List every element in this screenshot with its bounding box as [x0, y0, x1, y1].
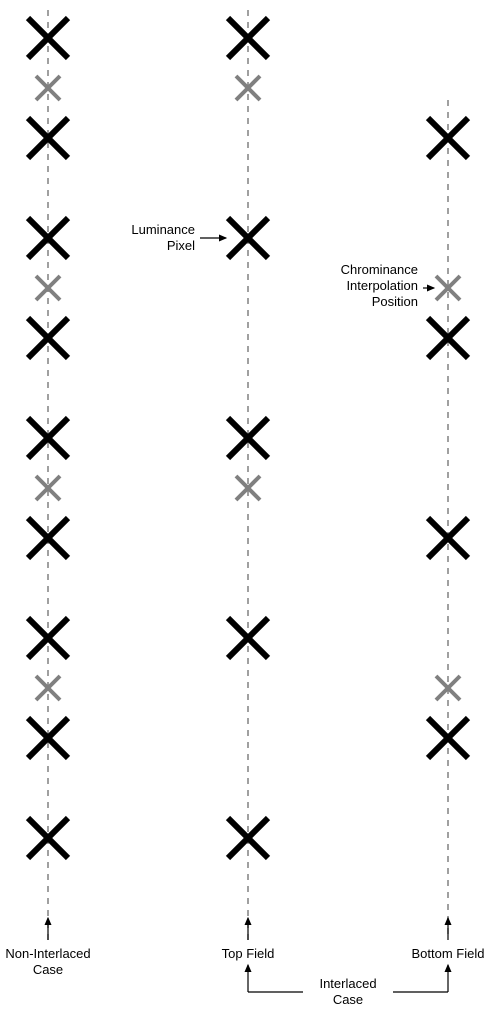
luminance-label: Pixel	[167, 238, 195, 253]
chrominance-label: Chrominance	[341, 262, 418, 277]
non-interlaced-label: Case	[33, 962, 63, 977]
chroma-interpolation-diagram: LuminancePixel ChrominanceInterpolationPo…	[0, 0, 500, 1017]
interlaced-case-label: Case	[333, 992, 363, 1007]
chrominance-label: Interpolation	[346, 278, 418, 293]
interlaced-case-label: Interlaced	[319, 976, 376, 991]
non-interlaced-label: Non-Interlaced	[5, 946, 90, 961]
bottom-field-label: Bottom Field	[412, 946, 485, 961]
top-field-label: Top Field	[222, 946, 275, 961]
luminance-label: Luminance	[131, 222, 195, 237]
chrominance-label: Position	[372, 294, 418, 309]
